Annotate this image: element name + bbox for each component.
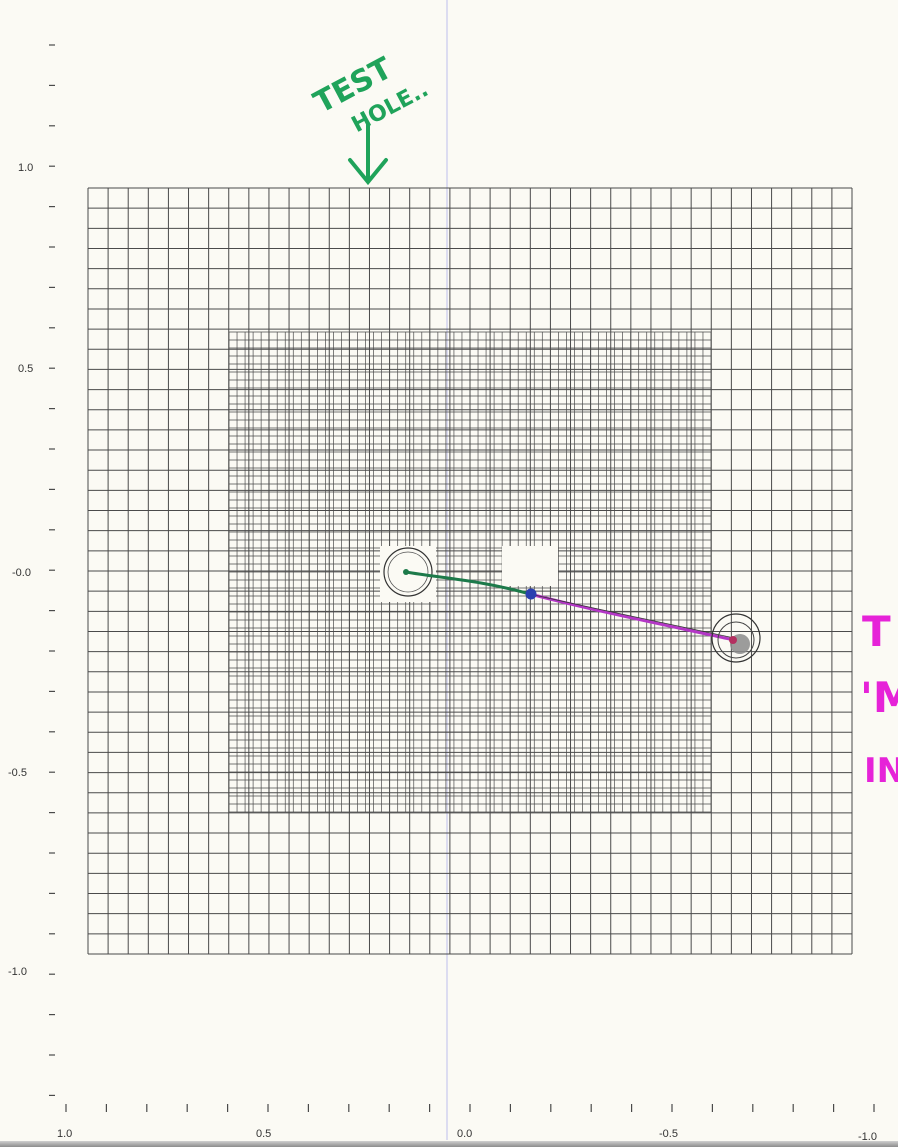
- y-tick-label: 1.0: [18, 162, 33, 174]
- scan-bottom-edge: [0, 1141, 898, 1147]
- y-tick-label: -1.0: [8, 966, 27, 978]
- x-tick-label: -0.5: [659, 1128, 678, 1140]
- y-axis-labels: 1.0 0.5 -0.0 -0.5 -1.0: [8, 162, 33, 978]
- fine-mesh-grid: [228, 331, 712, 813]
- right-note-line2: 'M: [860, 673, 898, 722]
- mesh-hole-right: [502, 546, 558, 586]
- mid-vertex: [525, 588, 537, 600]
- end-circle-inner: [717, 621, 755, 659]
- start-circle: [383, 547, 433, 597]
- right-note-line1: T: [862, 607, 891, 656]
- end-circle-outer: [711, 613, 761, 663]
- x-tick-label: 0.0: [457, 1128, 472, 1140]
- x-tick-label: -1.0: [858, 1131, 877, 1143]
- right-note-line3: IN: [864, 751, 898, 791]
- y-axis-minor-ticks: [49, 44, 55, 1097]
- x-tick-label: 1.0: [57, 1128, 72, 1140]
- track-green: [405, 570, 531, 596]
- x-axis-labels: 1.0 0.5 0.0 -0.5 -1.0: [57, 1128, 877, 1143]
- start-circle-inner: [387, 551, 429, 593]
- y-tick-label: 0.5: [18, 363, 33, 375]
- y-tick-label: -0.0: [12, 567, 31, 579]
- y-tick-label: -0.5: [8, 767, 27, 779]
- test-hole-arrow-icon: [348, 122, 388, 186]
- start-vertex: [403, 569, 409, 575]
- x-axis-minor-ticks: [65, 1104, 875, 1112]
- track-magenta: [529, 592, 735, 642]
- track-dark: [529, 593, 735, 639]
- right-margin-annotation: T 'M IN: [860, 607, 898, 791]
- end-marker: [729, 636, 737, 644]
- x-tick-label: 0.5: [256, 1128, 271, 1140]
